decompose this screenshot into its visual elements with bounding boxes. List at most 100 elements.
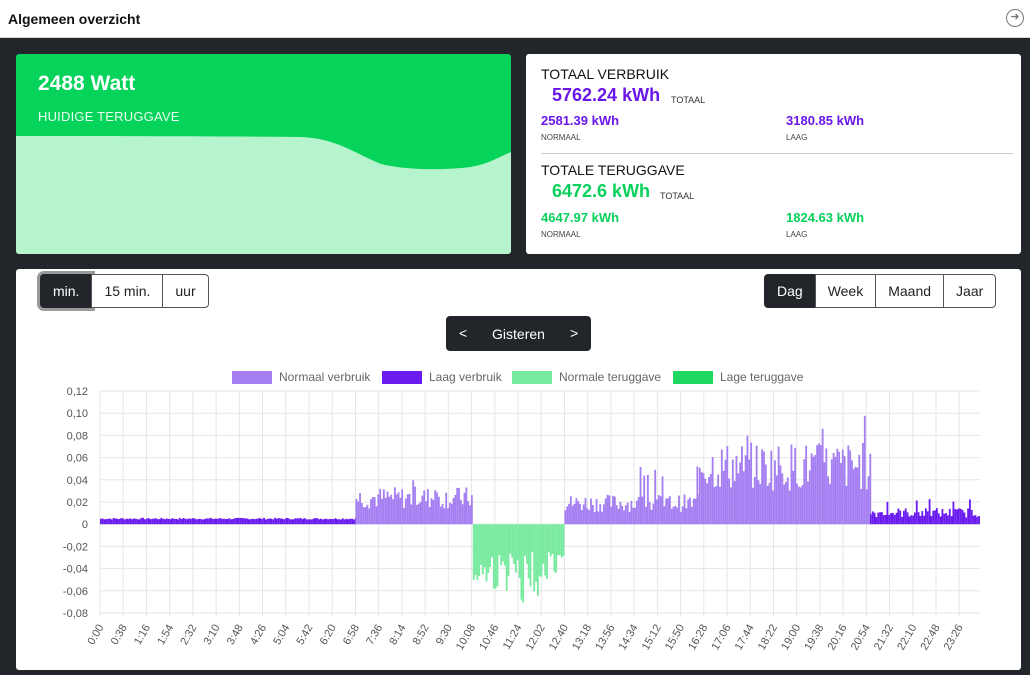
chart-bar (349, 518, 352, 525)
chart-bar (276, 518, 278, 525)
chart-bar (925, 508, 927, 525)
chart-bar (652, 503, 655, 525)
chart-bar (606, 494, 609, 525)
chart-bar (178, 517, 181, 525)
chart-bar (252, 518, 254, 525)
chart-bar (617, 508, 620, 525)
chart-bar (755, 445, 758, 525)
chart-bar (752, 487, 754, 525)
x-tick-label: 20:16 (826, 623, 850, 653)
chart-bar (930, 516, 933, 525)
chart-bar (569, 496, 572, 525)
chart-bar (893, 514, 896, 525)
chart-bar (425, 501, 427, 525)
period-button-day[interactable]: Dag (764, 274, 816, 308)
chart-bar (744, 455, 747, 525)
chart-bar (612, 495, 614, 525)
chart-bar (384, 497, 387, 525)
x-tick-label: 6:20 (318, 623, 339, 648)
chart-bar (939, 516, 942, 525)
chart-bar (533, 524, 536, 592)
chart-bar (943, 513, 946, 525)
chart-bar (936, 508, 938, 525)
y-tick-label: -0,08 (63, 608, 88, 620)
live-power-area-fill (16, 136, 511, 254)
chart-bar (715, 485, 718, 525)
chart-bar (910, 515, 913, 525)
chart-bar (162, 518, 165, 525)
chart-bar (395, 494, 398, 525)
chart-bar (696, 466, 699, 525)
chart-bar (865, 489, 868, 525)
chart-bar (958, 508, 960, 525)
chart-bar (810, 453, 813, 525)
chart-bar (173, 518, 176, 525)
chart-bar (832, 452, 835, 525)
chart-bar (535, 524, 537, 582)
chart-bar (937, 513, 940, 525)
consumption-low-label: LAAG (786, 133, 808, 142)
next-day-button[interactable]: > (570, 325, 579, 341)
chart-bar (852, 468, 855, 525)
x-tick-label: 22:48 (918, 623, 942, 653)
period-button-month[interactable]: Maand (875, 274, 945, 308)
chart-bar (452, 498, 455, 525)
chart-bar (838, 451, 841, 525)
chart-bar (812, 456, 815, 525)
chart-bar (890, 513, 892, 525)
chart-bar (228, 518, 231, 525)
x-tick-label: 12:40 (547, 623, 571, 653)
chart-bar (730, 487, 732, 525)
chart-bar (189, 518, 192, 525)
chart-bar (144, 519, 146, 525)
current-power-label: HUIDIGE TERUGGAVE (38, 109, 180, 124)
chart-bar (340, 519, 342, 525)
period-button-year[interactable]: Jaar (943, 274, 997, 308)
chart-bar (382, 489, 385, 525)
chart-bar (912, 515, 914, 525)
y-tick-label: -0,06 (63, 586, 88, 598)
chart-bar (580, 510, 583, 525)
chart-bar (805, 445, 808, 525)
chart-bar (177, 519, 179, 525)
chart-bar (770, 450, 773, 525)
chart-bar (417, 503, 420, 525)
y-tick-label: 0,10 (67, 408, 88, 420)
period-button-week[interactable]: Week (814, 274, 877, 308)
resolution-button-hour[interactable]: uur (162, 274, 209, 308)
resolution-selector: min. 15 min. uur (40, 274, 209, 308)
chart-bar (355, 498, 358, 525)
chart-bar (851, 460, 853, 525)
usage-graph-card: min. 15 min. uur Dag Week Maand Jaar Gis… (16, 269, 1021, 670)
chart-bar (472, 524, 475, 580)
chart-bar (421, 495, 424, 525)
chart-bar (459, 499, 462, 525)
chart-bar (406, 494, 409, 525)
chart-bar (595, 499, 598, 525)
x-tick-label: 19:38 (802, 623, 826, 653)
consumption-normal: 2581.39 kWh (541, 113, 620, 128)
chart-bar (343, 519, 346, 525)
chart-bar (739, 462, 742, 525)
chart-bar (689, 497, 691, 525)
chart-bar (950, 516, 953, 525)
arrow-right-circle-icon[interactable]: ➜ (1006, 9, 1024, 27)
chart-bar (840, 462, 842, 525)
chart-bar (724, 459, 727, 525)
chart-bar (274, 517, 276, 525)
chart-bar (582, 504, 585, 525)
chart-bar (136, 519, 139, 525)
chart-bar (193, 518, 196, 525)
chart-bar (298, 518, 300, 525)
chart-bar (733, 481, 736, 525)
chart-bar (947, 515, 949, 525)
previous-day-button[interactable]: < (459, 325, 468, 341)
chart-bar (728, 478, 731, 525)
chart-bar (118, 519, 121, 525)
chart-bar (731, 459, 734, 525)
chart-bar (759, 484, 762, 525)
chart-bar (790, 444, 793, 525)
chart-bar (480, 524, 482, 566)
chart-bar (917, 512, 920, 525)
chart-bar (167, 518, 170, 525)
